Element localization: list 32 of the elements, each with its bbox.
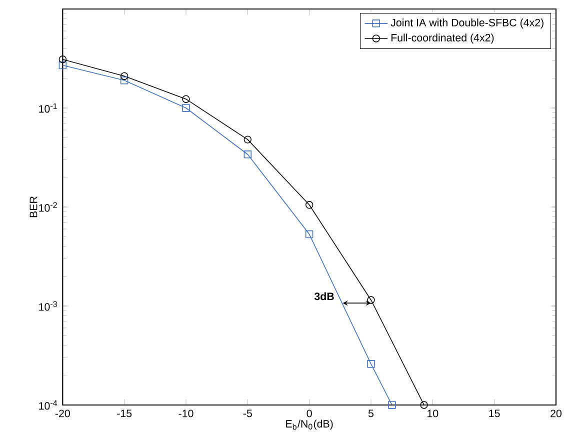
y-tick-label: 10$^{-4}$	[39, 400, 58, 410]
x-tick-label: 10	[428, 410, 438, 418]
point	[305, 201, 314, 209]
y-axis-title: BER	[30, 196, 38, 218]
point	[244, 150, 252, 158]
x-axis-title: E$_{b}$/N$_{0}$(dB)	[286, 420, 333, 430]
x-tick-label: -15	[117, 410, 132, 418]
point	[367, 360, 375, 368]
point	[388, 401, 396, 409]
point	[120, 76, 128, 84]
x-tick-label: -5	[243, 410, 252, 418]
x-tick-label: -10	[178, 410, 194, 418]
y-tick-label: 10$^{-1}$	[39, 103, 57, 113]
point	[244, 136, 252, 144]
y-tick-label: 10$^{-2}$	[39, 202, 57, 212]
x-tick-label: 0	[306, 410, 312, 418]
annotation: 3dB	[314, 292, 334, 300]
point	[420, 401, 428, 409]
x-tick-label: -20	[55, 410, 70, 418]
point	[120, 72, 128, 80]
point	[58, 61, 67, 70]
point	[182, 95, 190, 103]
legend-label: Full-coordinated (4x2)	[391, 34, 494, 44]
x-tick-label: 15	[489, 410, 500, 418]
y-tick-label: 10$^{-3}$	[39, 301, 57, 311]
legend-label: Joint IA with Double-SFBC (4x2)	[390, 18, 544, 28]
point	[367, 296, 375, 304]
point	[182, 104, 190, 112]
x-tick-label: 20	[550, 410, 562, 418]
x-tick-label: 5	[368, 410, 374, 418]
point	[58, 55, 67, 64]
point	[305, 230, 314, 238]
